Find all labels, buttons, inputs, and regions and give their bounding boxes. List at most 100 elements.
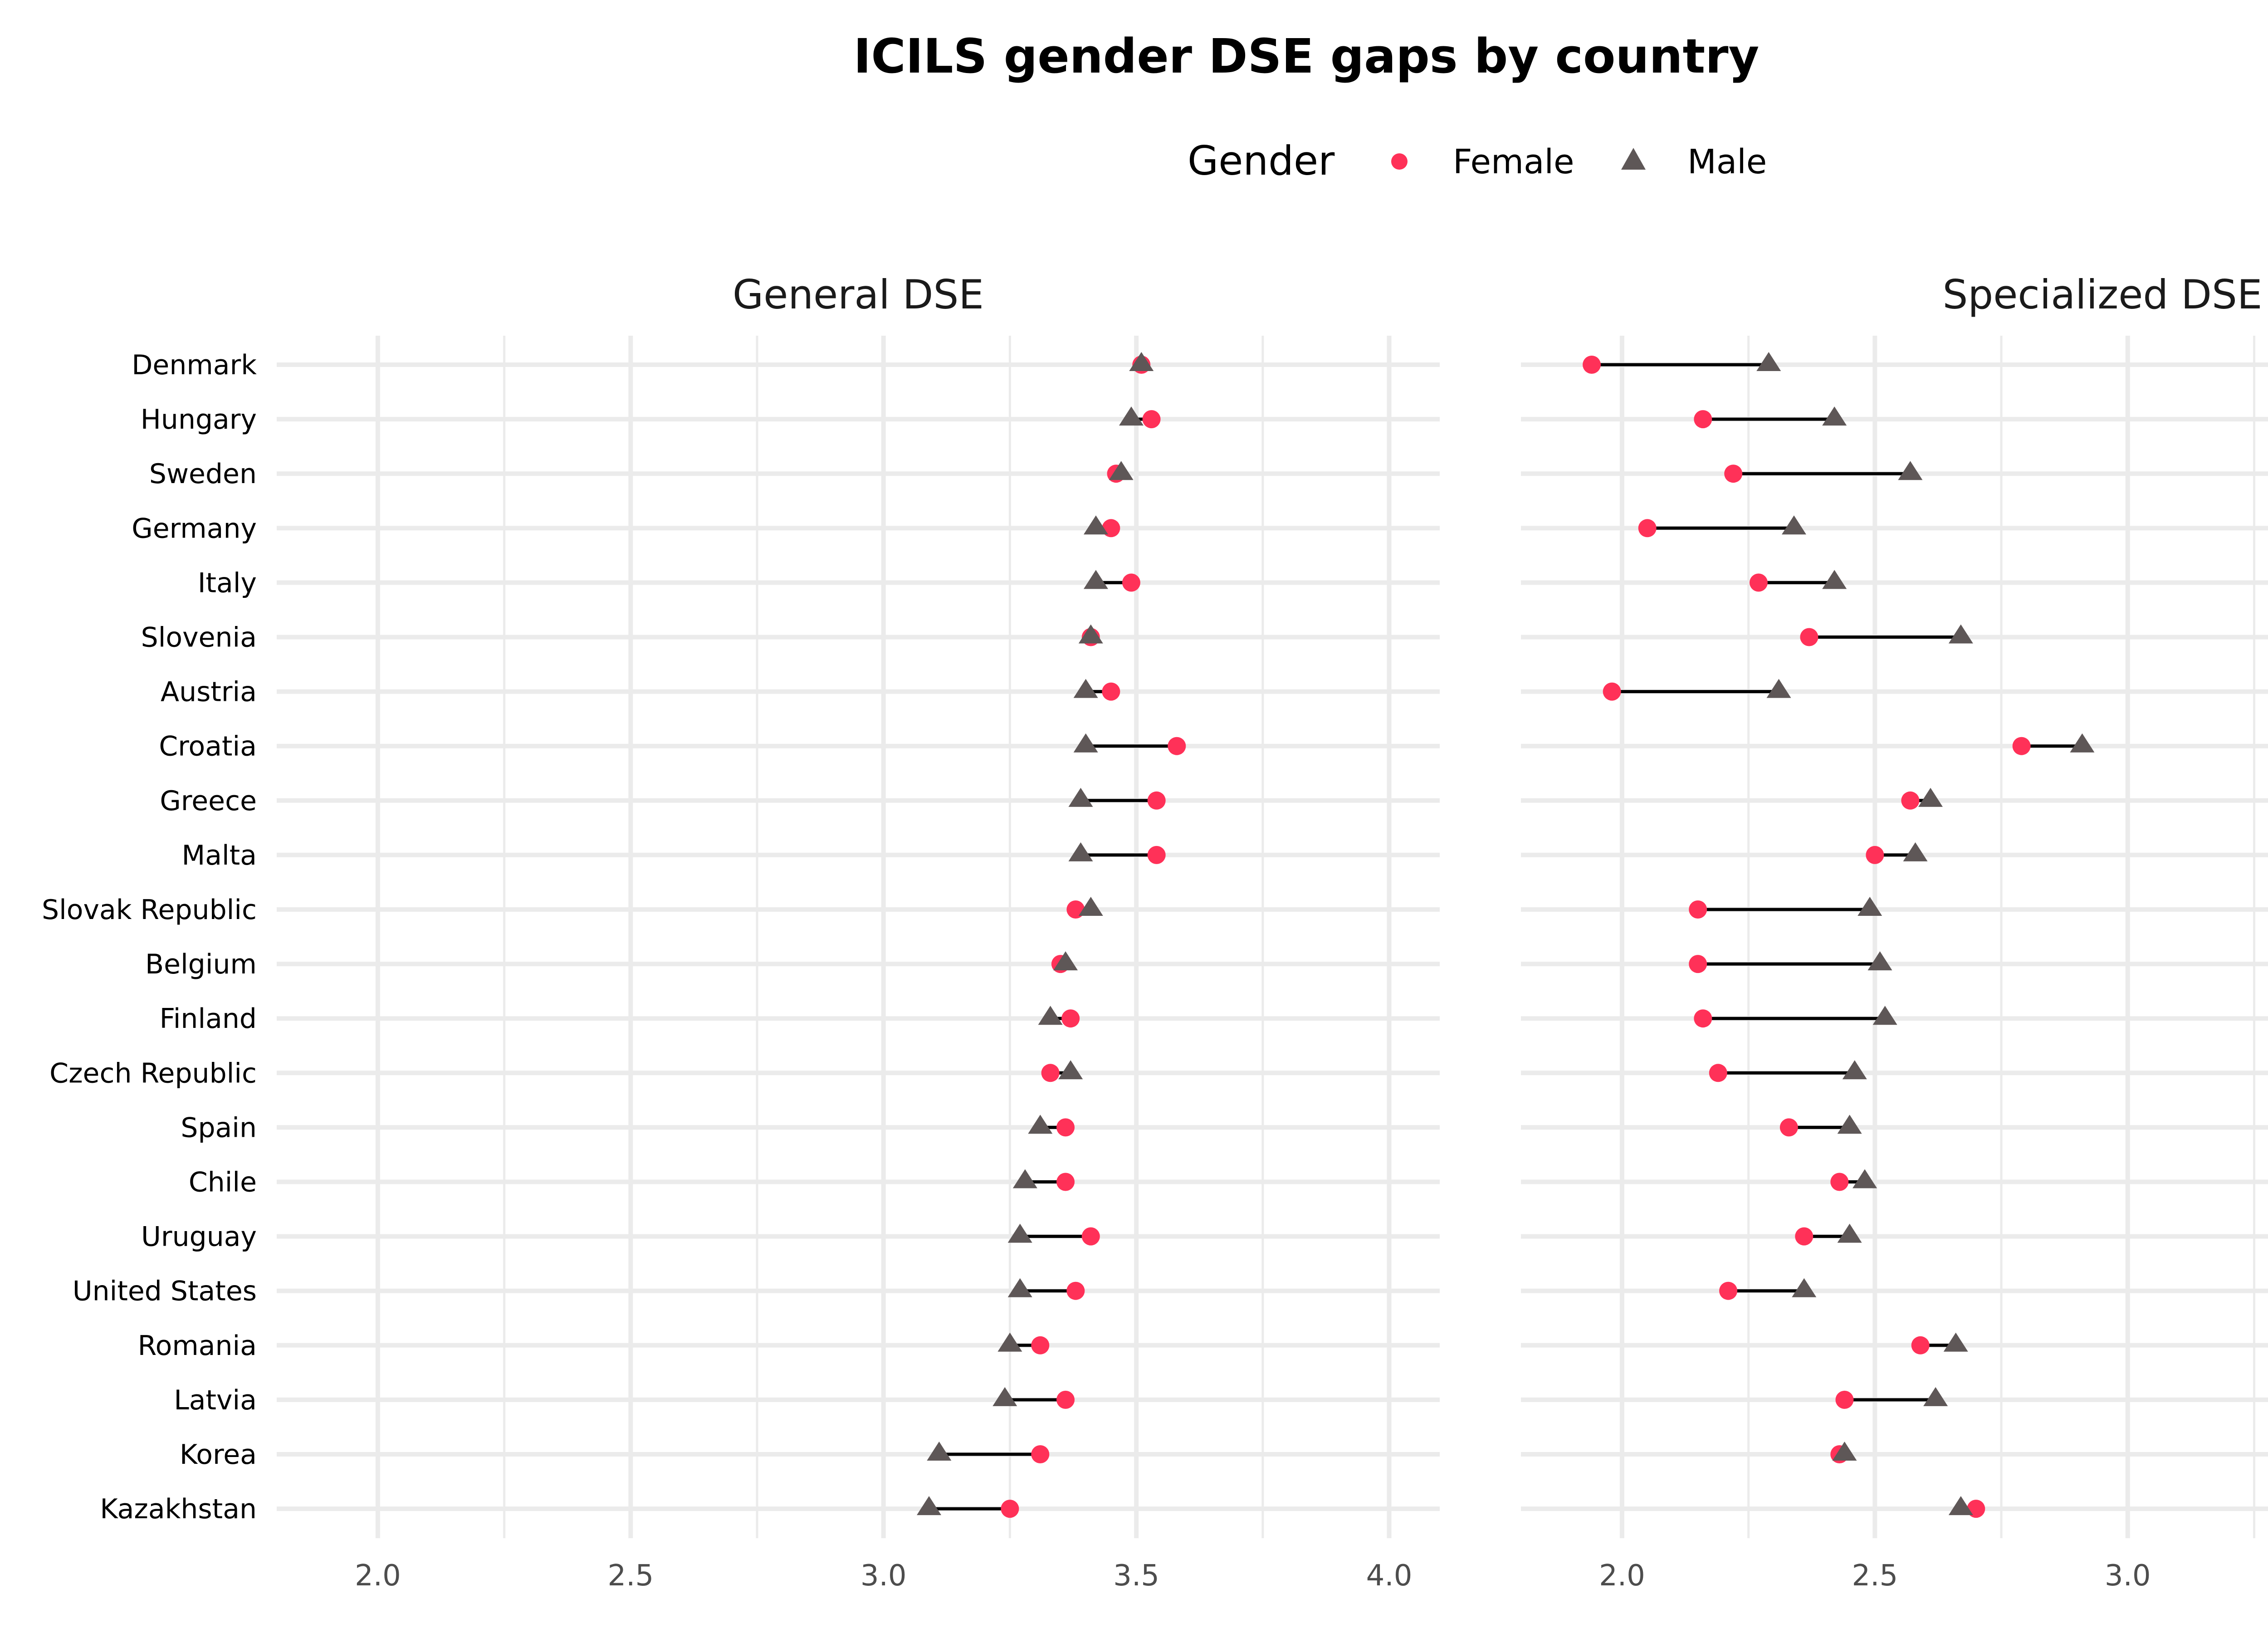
panel-title-specialized: Specialized DSE	[1943, 271, 2263, 318]
y-tick-label: Finland	[160, 1003, 257, 1035]
legend-title: Gender	[1188, 137, 1335, 184]
male-point	[1007, 1278, 1032, 1297]
female-point	[1061, 1009, 1080, 1028]
male-point	[997, 1332, 1022, 1352]
female-point	[2012, 737, 2031, 755]
panel-specialized: 2.02.53.03.54.0	[1521, 336, 2268, 1593]
male-point	[1781, 515, 1806, 535]
x-tick-label: 2.5	[607, 1559, 654, 1593]
female-point	[1147, 791, 1166, 810]
male-point	[1058, 1060, 1083, 1080]
female-point	[1056, 1173, 1075, 1191]
y-tick-label: Chile	[189, 1167, 257, 1198]
male-point	[1028, 1115, 1053, 1134]
male-point	[1792, 1278, 1817, 1297]
male-point	[1948, 624, 1973, 644]
female-point	[1583, 356, 1601, 374]
female-point	[1779, 1118, 1798, 1137]
male-point	[1038, 1006, 1063, 1025]
female-point	[1638, 519, 1657, 538]
male-point	[1918, 787, 1943, 807]
x-tick-label: 2.5	[1852, 1559, 1898, 1593]
y-tick-label: Slovak Republic	[42, 894, 257, 926]
female-point	[1056, 1390, 1075, 1409]
female-point	[1749, 573, 1768, 592]
male-point	[1083, 515, 1108, 535]
female-point	[1719, 1281, 1738, 1300]
male-point	[1872, 1006, 1897, 1025]
female-point	[1694, 1009, 1712, 1028]
y-tick-label: United States	[73, 1276, 257, 1307]
female-point	[1724, 464, 1743, 483]
male-point	[1109, 461, 1134, 480]
male-point	[1822, 570, 1847, 589]
panel-title-general: General DSE	[733, 271, 984, 318]
y-tick-label: Germany	[132, 513, 257, 544]
female-point	[1102, 682, 1120, 701]
panels: 2.02.53.03.54.02.02.53.03.54.0DenmarkHun…	[42, 336, 2268, 1593]
y-tick-label: Uruguay	[141, 1221, 257, 1253]
male-point	[1923, 1387, 1948, 1406]
legend-male-marker	[1621, 148, 1646, 170]
y-tick-label: Croatia	[159, 731, 257, 763]
male-point	[1073, 679, 1098, 698]
y-tick-label: Sweden	[149, 458, 257, 490]
y-tick-label: Greece	[160, 785, 257, 817]
male-point	[1837, 1115, 1862, 1134]
female-point	[1001, 1500, 1019, 1518]
male-point	[1078, 624, 1103, 644]
x-tick-label: 2.0	[1599, 1559, 1645, 1593]
y-tick-label: Hungary	[141, 404, 257, 435]
male-point	[1943, 1332, 1968, 1352]
female-point	[1031, 1336, 1050, 1354]
male-point	[1853, 1169, 1877, 1188]
male-point	[1867, 951, 1892, 971]
female-point	[1689, 955, 1707, 973]
female-point	[1081, 1227, 1100, 1246]
female-point	[1689, 900, 1707, 919]
x-tick-label: 3.0	[2105, 1559, 2151, 1593]
male-point	[1898, 461, 1923, 480]
panel-general: 2.0 2.5 3.0 3.5 4.0	[277, 336, 1440, 1593]
y-tick-label: Korea	[180, 1439, 257, 1471]
female-point	[1142, 410, 1161, 429]
x-tick-label: 2.0	[355, 1559, 401, 1593]
x-tick-label: 3.0	[860, 1559, 907, 1593]
male-point	[2070, 733, 2095, 753]
female-point	[1147, 846, 1166, 864]
male-point	[1012, 1169, 1037, 1188]
y-tick-label: Belgium	[145, 949, 257, 980]
male-point	[1073, 733, 1098, 753]
x-tick-label: 3.5	[1113, 1559, 1159, 1593]
female-point	[1911, 1336, 1930, 1354]
y-tick-label: Czech Republic	[49, 1057, 257, 1089]
male-point	[1766, 679, 1791, 698]
male-point	[1078, 897, 1103, 916]
chart-title: ICILS gender DSE gaps by country	[854, 29, 1760, 84]
female-point	[1866, 846, 1884, 864]
male-point	[992, 1387, 1017, 1406]
y-tick-label: Kazakhstan	[100, 1493, 257, 1525]
male-point	[1068, 787, 1093, 807]
male-point	[1832, 1442, 1857, 1461]
male-point	[1837, 1223, 1862, 1243]
male-point	[1068, 842, 1093, 861]
male-point	[1842, 1060, 1867, 1080]
legend-female-marker	[1391, 153, 1408, 170]
male-point	[1857, 897, 1882, 916]
male-point	[1822, 406, 1847, 426]
male-point	[1129, 352, 1154, 371]
male-point	[1083, 570, 1108, 589]
male-point	[1119, 406, 1144, 426]
female-point	[1694, 410, 1712, 429]
female-point	[1830, 1173, 1849, 1191]
female-point	[1795, 1227, 1813, 1246]
female-point	[1122, 573, 1140, 592]
female-point	[1835, 1390, 1854, 1409]
y-tick-label: Romania	[138, 1330, 257, 1362]
x-tick-label: 4.0	[1366, 1559, 1413, 1593]
y-tick-label: Austria	[161, 676, 257, 708]
y-tick-label: Latvia	[174, 1384, 257, 1416]
legend: Gender Female Male	[1188, 137, 1767, 184]
legend-female-label: Female	[1453, 142, 1574, 181]
